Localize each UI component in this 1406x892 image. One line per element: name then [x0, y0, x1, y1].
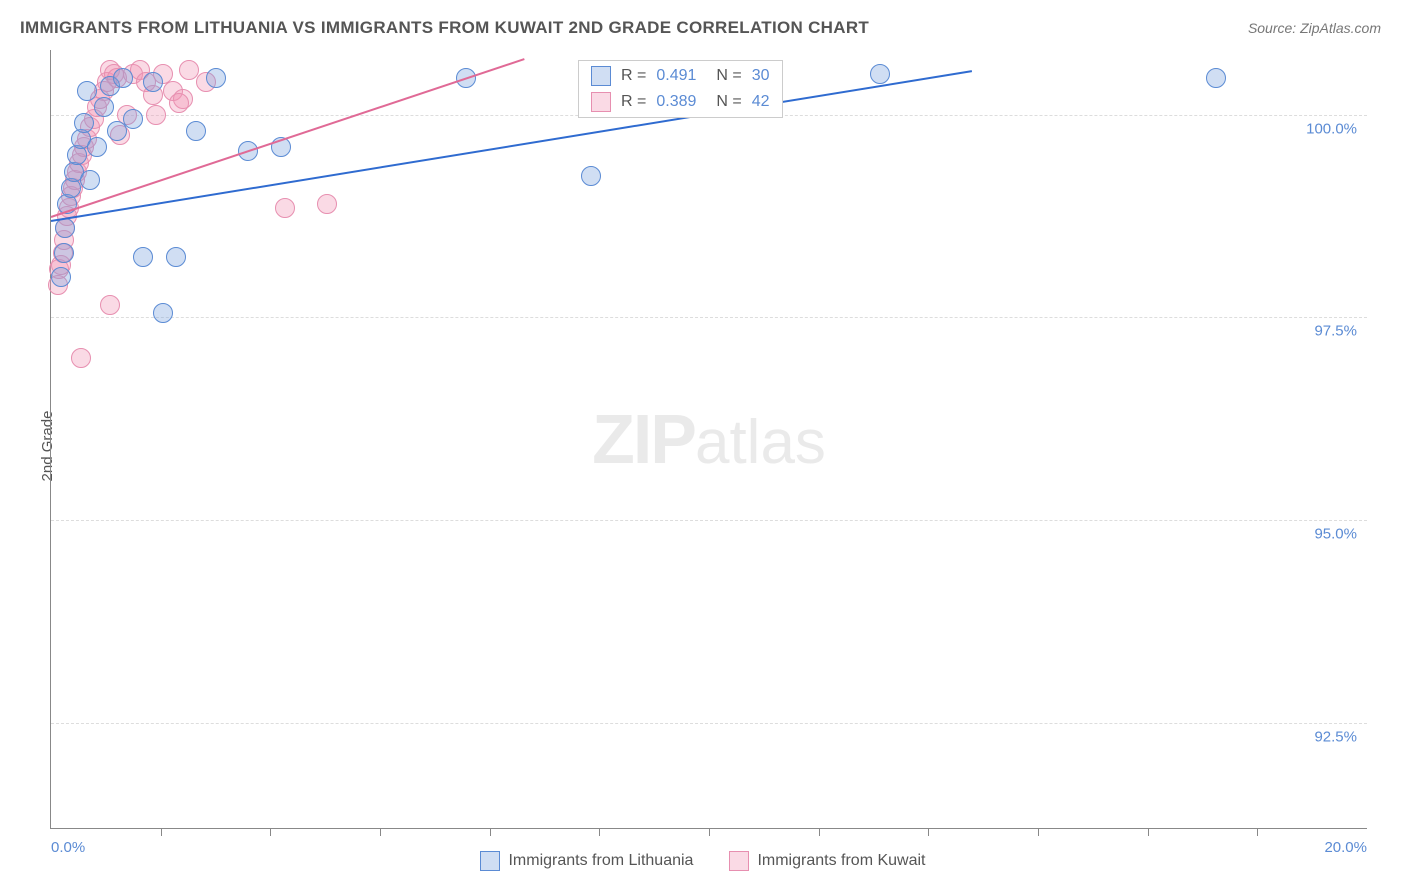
gridline [51, 723, 1367, 724]
legend-r-label: R = [621, 67, 646, 85]
legend-bottom: Immigrants from Lithuania Immigrants from… [0, 851, 1406, 876]
legend-swatch [480, 851, 500, 871]
legend-bottom-item: Immigrants from Lithuania [480, 851, 693, 871]
data-point [94, 97, 114, 117]
legend-top: R = 0.491 N = 30 R = 0.389 N = 42 [578, 60, 783, 118]
data-point [1206, 68, 1226, 88]
data-point [153, 303, 173, 323]
x-tick [1257, 828, 1258, 836]
legend-bottom-item: Immigrants from Kuwait [729, 851, 925, 871]
data-point [100, 295, 120, 315]
legend-label: Immigrants from Lithuania [508, 852, 693, 870]
data-point [186, 121, 206, 141]
y-tick-label: 97.5% [1314, 323, 1357, 340]
x-tick [819, 828, 820, 836]
source-label: Source: ZipAtlas.com [1248, 20, 1381, 36]
legend-n-label: N = [716, 93, 741, 111]
data-point [169, 93, 189, 113]
gridline [51, 317, 1367, 318]
data-point [317, 194, 337, 214]
legend-r-value: 0.389 [656, 93, 696, 111]
x-tick [599, 828, 600, 836]
legend-r-label: R = [621, 93, 646, 111]
legend-n-label: N = [716, 67, 741, 85]
legend-swatch [729, 851, 749, 871]
data-point [80, 170, 100, 190]
y-tick-label: 92.5% [1314, 728, 1357, 745]
data-point [55, 218, 75, 238]
data-point [74, 113, 94, 133]
x-tick [380, 828, 381, 836]
legend-r-value: 0.491 [656, 67, 696, 85]
data-point [113, 68, 133, 88]
data-point [133, 247, 153, 267]
plot-area: ZIPatlas 100.0%97.5%95.0%92.5%0.0%20.0%R… [50, 50, 1367, 829]
legend-row: R = 0.389 N = 42 [579, 89, 782, 115]
x-tick [1038, 828, 1039, 836]
gridline [51, 520, 1367, 521]
watermark-atlas: atlas [695, 408, 826, 477]
x-tick [161, 828, 162, 836]
x-tick [490, 828, 491, 836]
y-tick-label: 95.0% [1314, 526, 1357, 543]
legend-label: Immigrants from Kuwait [757, 852, 925, 870]
x-tick [709, 828, 710, 836]
x-tick [928, 828, 929, 836]
data-point [581, 166, 601, 186]
data-point [143, 72, 163, 92]
x-tick [270, 828, 271, 836]
data-point [54, 243, 74, 263]
data-point [146, 105, 166, 125]
legend-n-value: 30 [752, 67, 770, 85]
watermark-zip: ZIP [592, 400, 695, 478]
data-point [206, 68, 226, 88]
data-point [71, 348, 91, 368]
legend-swatch [591, 66, 611, 86]
data-point [275, 198, 295, 218]
data-point [87, 137, 107, 157]
chart-container: IMMIGRANTS FROM LITHUANIA VS IMMIGRANTS … [0, 0, 1406, 892]
data-point [77, 81, 97, 101]
y-tick-label: 100.0% [1306, 120, 1357, 137]
legend-n-value: 42 [752, 93, 770, 111]
x-tick [1148, 828, 1149, 836]
data-point [166, 247, 186, 267]
data-point [123, 109, 143, 129]
legend-swatch [591, 92, 611, 112]
legend-row: R = 0.491 N = 30 [579, 63, 782, 89]
data-point [51, 267, 71, 287]
chart-title: IMMIGRANTS FROM LITHUANIA VS IMMIGRANTS … [20, 18, 869, 38]
data-point [870, 64, 890, 84]
watermark: ZIPatlas [592, 399, 826, 479]
